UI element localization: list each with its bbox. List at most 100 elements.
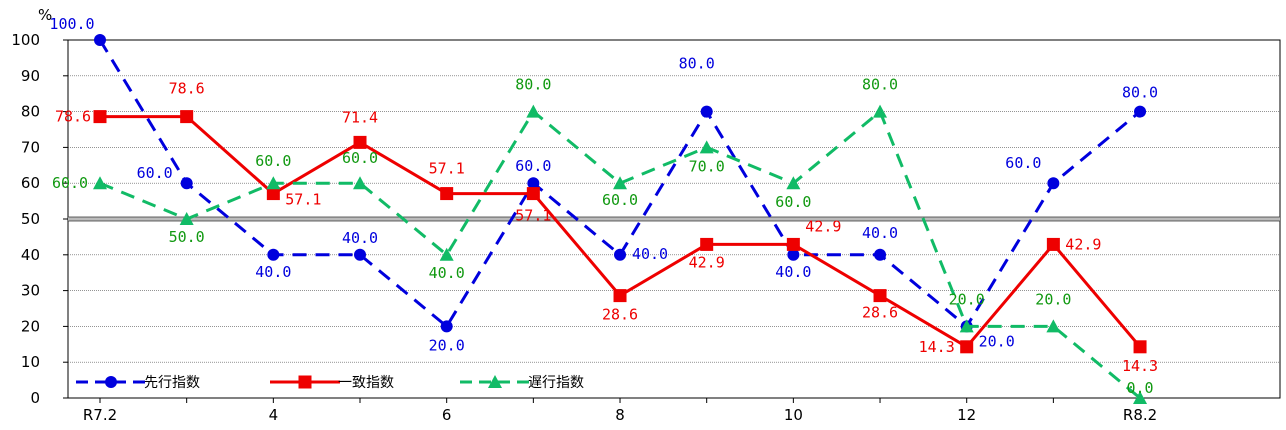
data-label-3: 60.0 [775, 193, 811, 211]
legend: 先行指数 一致指数 遅行指数 [76, 375, 584, 391]
data-point-2 [353, 135, 367, 149]
data-label-2: 42.9 [805, 217, 841, 235]
y-tick-label: 70 [21, 138, 40, 156]
data-point-2 [93, 110, 107, 124]
data-point-1 [614, 248, 627, 261]
data-point-3 [959, 319, 974, 333]
x-tick-label: 4 [269, 406, 279, 424]
data-label-1: 40.0 [862, 224, 898, 242]
data-point-2 [1133, 340, 1147, 354]
legend-label-3: 遅行指数 [528, 375, 584, 391]
data-label-layer: 100.0 60.0 40.0 40.0 20.0 60.0 40.0 80.0 40.0 40.… [49, 15, 1158, 397]
data-label-1: 40.0 [632, 245, 668, 263]
data-point-1 [1134, 105, 1147, 118]
x-axis-ticks: R7.2 4 6 8 10 12 R8.2 [83, 398, 1157, 424]
data-label-1: 60.0 [137, 164, 173, 182]
data-label-1: 40.0 [775, 263, 811, 281]
legend-marker-2 [298, 375, 312, 389]
data-point-1 [354, 248, 367, 261]
data-label-3: 60.0 [255, 152, 291, 170]
y-tick-label: 50 [21, 210, 40, 228]
data-point-2 [440, 187, 454, 201]
data-label-2: 57.1 [515, 207, 551, 225]
data-point-1 [440, 320, 453, 333]
data-point-2 [960, 340, 974, 354]
data-label-1: 40.0 [255, 263, 291, 281]
y-tick-label: 60 [21, 174, 40, 192]
data-point-2 [266, 187, 280, 201]
data-point-3 [526, 104, 541, 118]
x-tick-label: 12 [957, 406, 976, 424]
x-tick-label: 8 [615, 406, 625, 424]
data-label-3: 70.0 [689, 157, 725, 175]
y-tick-label: 10 [21, 353, 40, 371]
data-point-1 [787, 248, 800, 261]
x-tick-label: R7.2 [83, 406, 117, 424]
x-tick-label: 10 [784, 406, 803, 424]
reference-line-50 [68, 217, 1280, 221]
data-label-3: 60.0 [52, 174, 88, 192]
data-label-3: 60.0 [602, 191, 638, 209]
data-label-3: 60.0 [342, 149, 378, 167]
data-label-2: 57.1 [285, 191, 321, 209]
data-point-3 [786, 176, 801, 190]
data-label-1: 80.0 [679, 55, 715, 73]
data-point-2 [613, 289, 627, 303]
data-point-3 [93, 176, 107, 190]
x-tick-label: R8.2 [1123, 406, 1157, 424]
series-layer [93, 34, 1148, 404]
data-point-3 [266, 176, 281, 190]
data-label-1: 80.0 [1122, 84, 1158, 102]
data-label-2: 78.6 [169, 80, 205, 98]
x-tick-label: 6 [442, 406, 452, 424]
data-point-1 [267, 248, 280, 261]
y-tick-label: 90 [21, 67, 40, 85]
data-label-3: 20.0 [1035, 290, 1071, 308]
data-point-1 [527, 177, 540, 190]
y-tick-label: 30 [21, 282, 40, 300]
data-point-1 [1047, 177, 1060, 190]
data-label-2: 42.9 [689, 253, 725, 271]
y-tick-label: 80 [21, 103, 40, 121]
data-label-1: 60.0 [515, 157, 551, 175]
data-label-3: 80.0 [515, 76, 551, 94]
data-point-1 [94, 34, 106, 46]
data-point-1 [874, 248, 887, 261]
data-point-3 [699, 140, 714, 154]
data-label-1: 20.0 [429, 336, 465, 354]
data-label-2: 28.6 [602, 306, 638, 324]
data-label-1: 60.0 [1005, 154, 1041, 172]
data-label-3: 20.0 [949, 290, 985, 308]
data-point-1 [180, 177, 193, 190]
data-point-3 [613, 176, 628, 190]
legend-marker-1 [105, 376, 117, 388]
data-label-2: 42.9 [1065, 235, 1101, 253]
data-label-2: 78.6 [55, 108, 91, 126]
legend-label-1: 先行指数 [144, 375, 200, 391]
data-label-3: 50.0 [169, 228, 205, 246]
y-axis-unit-label: % [38, 6, 52, 24]
data-label-2: 14.3 [1122, 357, 1158, 375]
y-axis-ticks: 0 10 20 30 40 50 60 70 80 90 100 [11, 31, 68, 407]
data-point-3 [873, 104, 888, 118]
data-label-2: 28.6 [862, 304, 898, 322]
y-tick-label: 40 [21, 246, 40, 264]
data-label-3: 40.0 [429, 264, 465, 282]
data-label-1: 100.0 [49, 15, 94, 33]
data-label-3: 80.0 [862, 76, 898, 94]
y-tick-label: 0 [30, 389, 40, 407]
y-tick-label: 100 [11, 31, 40, 49]
data-label-2: 14.3 [919, 338, 955, 356]
y-tick-label: 20 [21, 317, 40, 335]
data-label-3: 0.0 [1126, 379, 1153, 397]
data-point-3 [1133, 391, 1148, 404]
data-point-3 [1046, 319, 1061, 333]
data-label-1: 20.0 [979, 332, 1015, 350]
data-label-1: 40.0 [342, 229, 378, 247]
legend-label-2: 一致指数 [338, 375, 394, 391]
data-label-2: 71.4 [342, 108, 378, 126]
data-point-2 [1046, 237, 1060, 251]
data-label-2: 57.1 [429, 160, 465, 178]
data-point-3 [353, 176, 368, 190]
